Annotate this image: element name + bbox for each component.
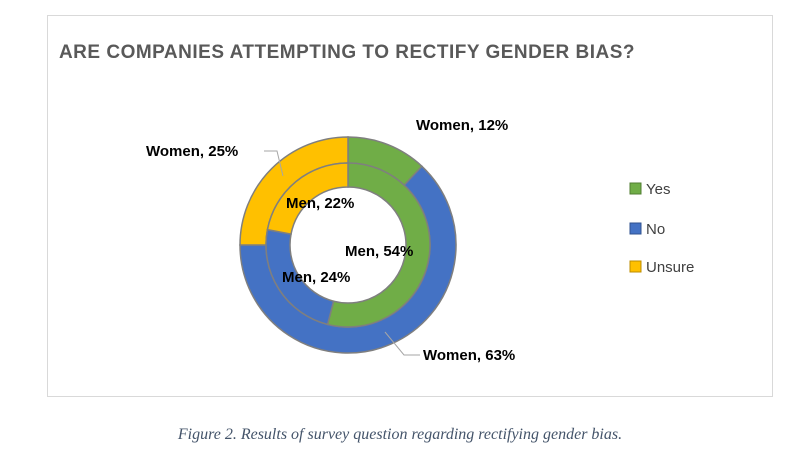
legend-swatch-no xyxy=(629,222,642,235)
legend-label-yes: Yes xyxy=(646,181,670,198)
donut-slice-men-unsure xyxy=(266,162,349,236)
legend-label-unsure: Unsure xyxy=(646,259,694,276)
chart-frame xyxy=(47,15,773,397)
data-label-men-no: Men, 24% xyxy=(282,269,350,286)
data-label-men-yes: Men, 54% xyxy=(345,243,413,260)
legend-label-no: No xyxy=(646,221,665,238)
legend-swatch-unsure xyxy=(629,260,642,273)
data-label-women-unsure: Women, 25% xyxy=(146,143,238,160)
donut-slice-men-yes xyxy=(326,162,431,328)
data-label-men-unsure: Men, 22% xyxy=(286,195,354,212)
chart-title: ARE COMPANIES ATTEMPTING TO RECTIFY GEND… xyxy=(58,42,636,63)
data-label-women-no: Women, 63% xyxy=(423,347,515,364)
figure-caption: Figure 2. Results of survey question reg… xyxy=(177,426,623,443)
leader-line-women-unsure xyxy=(264,150,284,177)
data-label-women-yes: Women, 12% xyxy=(416,117,508,134)
leader-line-women-no xyxy=(384,331,420,356)
legend-swatch-yes xyxy=(629,182,642,195)
